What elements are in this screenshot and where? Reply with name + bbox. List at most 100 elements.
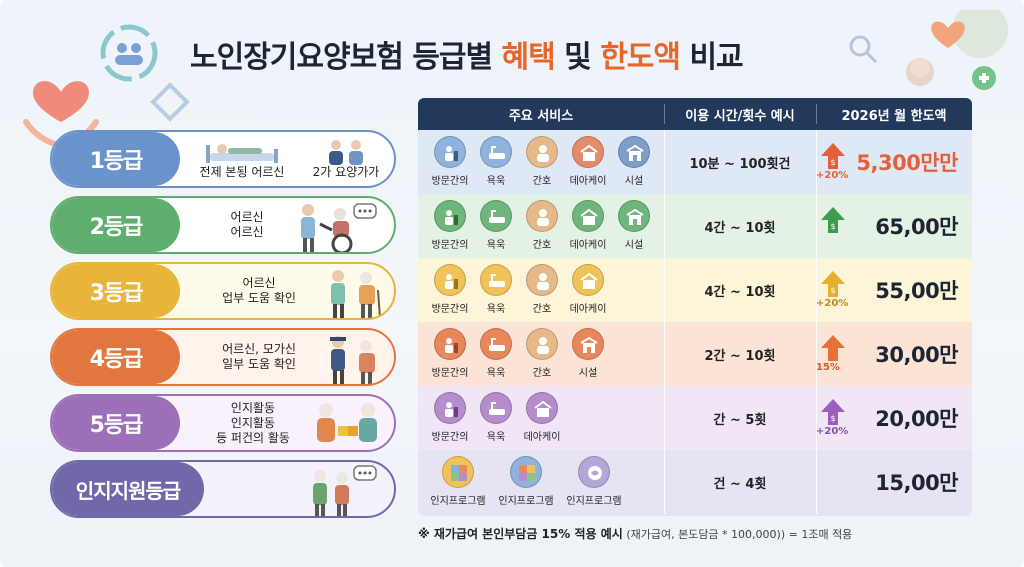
change-percent: 15% <box>816 362 840 373</box>
puzzle-elders-icon <box>317 403 377 442</box>
column-divider <box>816 130 817 194</box>
column-divider <box>664 386 665 450</box>
service-label: 욕욱 <box>486 240 506 251</box>
nurse-icon <box>526 328 558 360</box>
facility-icon <box>572 328 604 360</box>
assisting-elder-icon <box>331 270 381 318</box>
grade-desc-text: 일부 도움 확인 <box>222 357 296 371</box>
service-daycare: 데아케이 <box>566 136 610 192</box>
service-label: 간호 <box>532 176 552 187</box>
change-percent: +20% <box>816 170 849 181</box>
limit-amount: 20,00만 <box>875 407 958 431</box>
service-label: 방문간의 <box>431 240 469 251</box>
service-label: 욕욱 <box>486 304 506 315</box>
usage-value: 10분 ~ 100횟건 <box>689 156 791 172</box>
grade-desc-text: 어르신, 모가신 <box>222 342 296 356</box>
bath-icon <box>480 136 512 168</box>
elder-heart-icon <box>906 10 1008 90</box>
grade-desc-text: 등 퍼건의 활동 <box>216 430 290 445</box>
facility-icon <box>618 136 650 168</box>
limit-amount: 55,00만 <box>875 279 958 303</box>
home-care-icon <box>434 392 466 424</box>
grade-row-1: 1등급 전제 본됭 어르신 2가 요양가가 <box>50 130 396 188</box>
grade-desc-text: 인지활동 <box>230 415 276 430</box>
header-limit: 2026년 월 한도액 <box>841 108 947 124</box>
header-services: 주요 서비스 <box>508 108 574 124</box>
service-label: 방문간의 <box>431 176 469 187</box>
home-care-icon <box>434 264 466 296</box>
bath-icon <box>480 392 512 424</box>
bath-icon <box>480 328 512 360</box>
title-text: 노인장기요양보험 등급별 <box>190 40 502 75</box>
service-home-care: 방문간의 <box>428 392 472 448</box>
usage-value: 2간 ~ 10횟 <box>704 348 776 364</box>
column-divider <box>816 386 817 450</box>
service-label: 욕욱 <box>486 176 506 187</box>
limit-amount: 15,00만 <box>875 471 958 495</box>
title-text: 비교 <box>680 40 743 75</box>
grade-desc-text: 업부 도움 확인 <box>222 291 296 305</box>
diamond-deco-icon <box>150 82 190 122</box>
bath-icon <box>480 264 512 296</box>
puzzle-icon <box>442 456 474 488</box>
service-facility: 시설 <box>566 328 610 384</box>
service-facility: 시설 <box>612 200 656 256</box>
limit-amount: 30,00만 <box>875 343 958 367</box>
change-percent: +20% <box>816 298 849 309</box>
service-home-care: 방문간의 <box>428 136 472 192</box>
service-label: 간호 <box>532 304 552 315</box>
table-row: 방문간의 욕욱 간호 데아케이 시설 10분 ~ 100횟건 $ +20% 5,… <box>418 130 972 194</box>
grade-row-cognitive: 인지지원등급 <box>50 460 396 518</box>
grade-label-4: 4등급 <box>52 330 180 384</box>
benefit-table: 주요 서비스 이용 시간/횟수 예시 2026년 월 한도액 방문간의 욕욱 간… <box>418 98 972 516</box>
grade-desc-1b: 2가 요양가가 <box>298 132 394 186</box>
grade-desc-2: 어르신 어르신 <box>192 198 302 252</box>
grade-desc-text: 어르신 <box>242 276 276 290</box>
service-label: 시설 <box>624 240 644 251</box>
brain-icon <box>578 456 610 488</box>
svg-text:$: $ <box>830 222 835 231</box>
search-deco-icon <box>849 35 878 64</box>
service-home-care: 방문간의 <box>428 328 472 384</box>
service-home-care: 방문간의 <box>428 200 472 256</box>
nurse-icon <box>526 264 558 296</box>
service-bath: 욕욱 <box>474 136 518 192</box>
footnote: ※ 재가급여 본인부담금 15% 적용 예시 (재가급여, 본도담금 * 100… <box>418 525 978 545</box>
svg-text:$: $ <box>830 286 835 295</box>
header-usage: 이용 시간/횟수 예시 <box>685 108 795 124</box>
service-home-care: 방문간의 <box>428 264 472 320</box>
column-divider <box>664 450 665 514</box>
column-divider <box>664 194 665 258</box>
grade-desc-text: 어르신 <box>230 225 264 239</box>
service-cognitive-program: 인지프로그램 <box>566 456 622 512</box>
usage-value: 간 ~ 5횟 <box>713 412 767 428</box>
usage-value: 4간 ~ 10횟 <box>704 284 776 300</box>
nurse-icon <box>526 136 558 168</box>
table-row: 인지프로그램 인지프로그램 인지프로그램 건 ~ 4횟 15,00만 <box>418 450 972 516</box>
grade-desc-5: 인지활동 인지활동 등 퍼건의 활동 <box>192 396 314 450</box>
table-header: 주요 서비스 이용 시간/횟수 예시 2026년 월 한도액 <box>418 98 972 130</box>
daycare-icon <box>572 136 604 168</box>
service-nursing: 간호 <box>520 136 564 192</box>
service-bath: 욕욱 <box>474 392 518 448</box>
grade-label-cognitive: 인지지원등급 <box>52 462 204 516</box>
column-divider <box>816 258 817 322</box>
grade-label-1: 1등급 <box>52 132 180 186</box>
grade-desc-text: 인지활동 <box>230 400 276 415</box>
grade-desc-1a: 전제 본됭 어르신 <box>190 132 294 186</box>
wheelchair-caregiver-icon <box>301 203 377 252</box>
up-arrow-icon <box>821 335 845 361</box>
service-label: 간호 <box>532 368 552 379</box>
change-percent: +20% <box>816 426 849 437</box>
usage-value: 4간 ~ 10횟 <box>704 220 776 236</box>
footnote-title: ※ 재가급여 본인부담금 15% 적용 예시 <box>418 527 623 541</box>
column-divider <box>664 322 665 386</box>
service-label: 간호 <box>532 240 552 251</box>
limit-amount: 65,00만 <box>875 215 958 239</box>
service-daycare: 데아케이 <box>566 200 610 256</box>
grade-label-3: 3등급 <box>52 264 180 318</box>
grade-row-3: 3등급 어르신 업부 도움 확인 <box>50 262 396 320</box>
service-label: 데아케이 <box>569 304 607 315</box>
service-daycare: 데아케이 <box>520 392 564 448</box>
